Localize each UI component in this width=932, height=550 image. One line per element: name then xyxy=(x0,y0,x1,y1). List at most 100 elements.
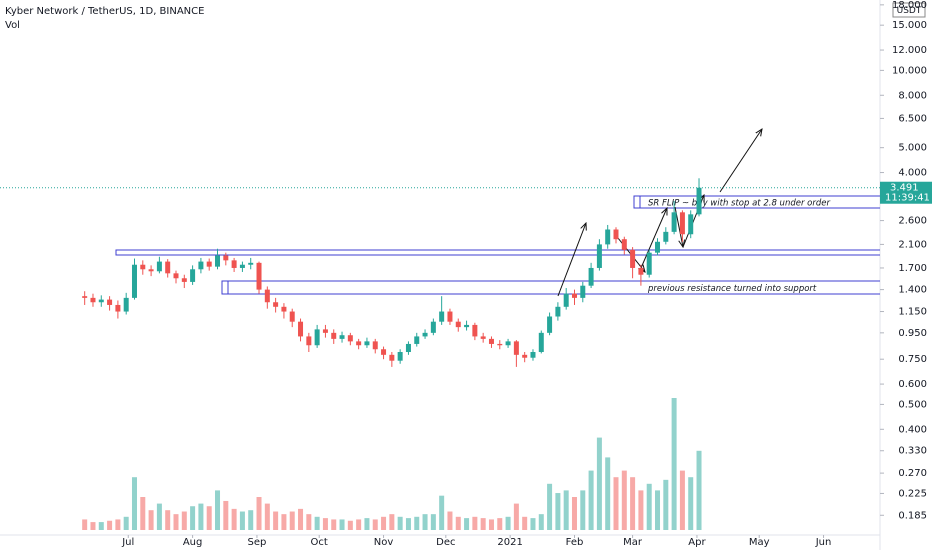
y-tick-label: 2.100 xyxy=(898,239,927,250)
volume-bar xyxy=(522,516,528,530)
x-tick-label: Oct xyxy=(311,537,328,548)
volume-bar xyxy=(82,519,88,530)
candle-body xyxy=(372,341,378,350)
volume-bar xyxy=(688,477,694,530)
volume-bar xyxy=(372,519,378,530)
volume-bar xyxy=(115,519,121,530)
candle-body xyxy=(148,269,154,272)
candle-body xyxy=(563,293,569,307)
x-tick-label: Dec xyxy=(436,537,455,548)
volume-bar xyxy=(547,483,553,530)
volume-bar xyxy=(165,510,171,530)
y-tick-label: 18.000 xyxy=(892,0,927,11)
volume-bar xyxy=(331,519,337,530)
y-tick-label: 15.000 xyxy=(892,20,927,31)
volume-bar xyxy=(455,516,461,530)
y-tick-label: 4.000 xyxy=(898,168,927,179)
x-tick-label: 2021 xyxy=(497,537,522,548)
volume-bar xyxy=(173,514,179,530)
volume-label: Vol xyxy=(5,20,20,31)
candle-body xyxy=(356,341,362,346)
volume-bar xyxy=(488,519,494,530)
x-tick-label: Nov xyxy=(374,537,394,548)
candle-body xyxy=(447,311,453,322)
candle-body xyxy=(439,311,445,322)
volume-bar xyxy=(339,519,345,530)
candle-body xyxy=(696,187,702,215)
volume-bar xyxy=(356,519,362,530)
x-tick-label: Jun xyxy=(815,537,832,548)
volume-bar xyxy=(190,506,196,530)
candle-body xyxy=(414,336,420,344)
x-tick-label: Sep xyxy=(248,537,267,548)
volume-bar xyxy=(248,510,254,530)
last-price-box xyxy=(880,181,932,204)
y-tick-label: 1.400 xyxy=(898,285,927,296)
candle-body xyxy=(331,332,337,339)
candle-body xyxy=(306,336,312,346)
volume-bar xyxy=(447,511,453,530)
last-price: 3.491 xyxy=(890,183,919,194)
volume-bar xyxy=(148,510,154,530)
volume-bar xyxy=(281,514,287,530)
candle-body xyxy=(605,229,611,245)
candle-body xyxy=(239,264,245,268)
y-tick-label: 0.750 xyxy=(898,354,927,365)
candle-body xyxy=(248,262,254,265)
volume-bar xyxy=(264,503,270,530)
x-tick-label: May xyxy=(749,537,770,548)
volume-bar xyxy=(123,516,129,530)
volume-bar xyxy=(107,520,113,530)
volume-bar xyxy=(513,503,519,530)
candle-body xyxy=(181,278,187,282)
y-tick-label: 10.000 xyxy=(892,65,927,76)
y-tick-label: 0.270 xyxy=(898,468,927,479)
volume-bar xyxy=(405,518,411,530)
volume-bar xyxy=(472,516,478,530)
volume-bar xyxy=(588,470,594,530)
candle-body xyxy=(165,261,171,274)
volume-bar xyxy=(571,497,577,530)
volume-bar xyxy=(671,398,677,530)
annotation: previous resistance turned into support xyxy=(647,284,817,294)
volume-bar xyxy=(663,479,669,530)
arrow xyxy=(613,232,645,272)
volume-bar xyxy=(381,516,387,530)
candle-body xyxy=(339,335,345,339)
candle-body xyxy=(347,335,353,342)
candle-body xyxy=(455,321,461,328)
candle-body xyxy=(488,338,494,344)
candle-body xyxy=(430,321,436,333)
x-tick-label: Aug xyxy=(183,537,203,548)
y-tick-label: 1.150 xyxy=(898,307,927,318)
volume-bar xyxy=(538,514,544,530)
candle-body xyxy=(82,296,88,298)
candle-body xyxy=(671,212,677,232)
volume-bar xyxy=(140,497,146,530)
currency: USDT xyxy=(897,6,922,16)
candle-body xyxy=(679,212,685,235)
candle-body xyxy=(98,299,104,303)
arrow xyxy=(640,208,667,269)
volume-bar xyxy=(430,514,436,530)
volume-bar xyxy=(497,518,503,530)
volume-bar xyxy=(679,470,685,530)
candle-body xyxy=(223,255,229,261)
zone xyxy=(221,280,880,295)
annotation: SR FLIP ~ buy with stop at 2.8 under ord… xyxy=(648,199,830,209)
candle-body xyxy=(215,255,221,267)
arrow xyxy=(557,223,586,297)
x-tick-label: Feb xyxy=(566,537,584,548)
volume-bar xyxy=(480,518,486,530)
candle-body xyxy=(538,332,544,353)
y-tick-label: 1.700 xyxy=(898,263,927,274)
arrow xyxy=(719,129,762,193)
candle-body xyxy=(571,293,577,298)
volume-bar xyxy=(596,437,602,530)
candle-body xyxy=(422,332,428,337)
candle-body xyxy=(555,306,561,317)
candle-body xyxy=(156,261,162,272)
y-tick-label: 8.000 xyxy=(898,90,927,101)
volume-bar xyxy=(605,457,611,530)
